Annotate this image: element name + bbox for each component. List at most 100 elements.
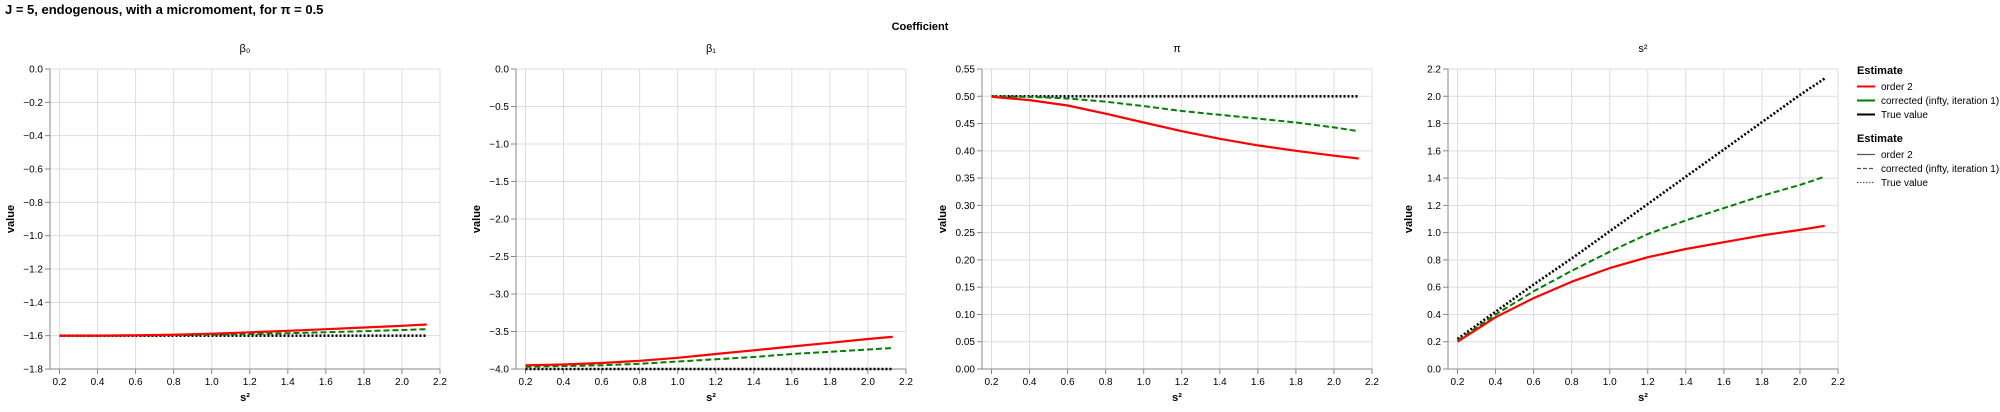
x-tick-label: 1.8 [357, 377, 371, 388]
series-line-order-2 [525, 335, 893, 367]
y-tick-label: 0.0 [1427, 365, 1441, 376]
panel-title: π [1173, 43, 1181, 55]
y-axis-title: value [1403, 205, 1415, 233]
y-tick-label: 0.15 [956, 283, 976, 294]
y-tick-label: 0.0 [29, 65, 43, 76]
x-tick-label: 0.8 [1565, 377, 1579, 388]
y-tick-label: 1.0 [1427, 228, 1441, 239]
y-tick-label: 1.4 [1427, 174, 1441, 185]
y-tick-label: 0.25 [956, 228, 976, 239]
chart-title: J = 5, endogenous, with a micromoment, f… [5, 2, 324, 17]
series-line-corrected-infty-iteration-1 [525, 347, 893, 368]
x-tick-label: 0.8 [1099, 377, 1113, 388]
y-tick-label: 0.00 [956, 365, 976, 376]
y-tick-label: 0.8 [1427, 255, 1441, 266]
y-tick-label: 0.40 [956, 146, 976, 157]
series-line-corrected-infty-iteration-1 [1456, 175, 1826, 342]
panel-title: β₀ [240, 43, 251, 55]
x-tick-label: 0.2 [985, 377, 999, 388]
x-tick-label: 2.0 [861, 377, 875, 388]
y-tick-label: −1.0 [489, 140, 509, 151]
facet-header: Coefficient [891, 21, 949, 33]
x-axis-title: s² [706, 392, 716, 404]
x-tick-label: 0.6 [595, 377, 609, 388]
x-tick-label: 0.8 [167, 377, 181, 388]
legend-label: order 2 [1881, 150, 1913, 161]
y-tick-label: 1.2 [1427, 201, 1441, 212]
x-tick-label: 2.2 [433, 377, 447, 388]
y-tick-label: −1.8 [23, 365, 43, 376]
x-tick-label: 0.6 [129, 377, 143, 388]
y-tick-label: 0.2 [1427, 337, 1441, 348]
x-tick-label: 1.8 [1289, 377, 1303, 388]
y-tick-label: 1.6 [1427, 146, 1441, 157]
y-axis-title: value [937, 205, 949, 233]
x-tick-label: 1.4 [1213, 377, 1227, 388]
x-tick-label: 1.0 [205, 377, 219, 388]
legend-color: Estimate order 2 corrected (infty, iterati… [1857, 65, 1999, 121]
y-tick-label: −0.4 [23, 131, 43, 142]
y-tick-label: 0.35 [956, 174, 976, 185]
series-line-order-2 [59, 323, 427, 337]
legend-label: order 2 [1881, 82, 1913, 93]
panel-4: 0.2 0.4 0.6 0.8 1.0 1.2 1.4 1.6 1.8 2.0 2.2 2.2 2.0 1… [1403, 43, 1845, 404]
y-tick-label: 0.10 [956, 310, 976, 321]
y-tick-label: 0.05 [956, 337, 976, 348]
x-tick-label: 2.2 [1831, 377, 1845, 388]
y-tick-label: 2.0 [1427, 92, 1441, 103]
panel-3: 0.2 0.4 0.6 0.8 1.0 1.2 1.4 1.6 1.8 2.0 2.2 0.55 0.5… [937, 43, 1379, 404]
x-tick-label: 1.6 [785, 377, 799, 388]
x-tick-label: 1.8 [823, 377, 837, 388]
y-tick-label: −1.4 [23, 298, 43, 309]
x-tick-label: 0.2 [519, 377, 533, 388]
y-axis-title: value [471, 205, 483, 233]
x-tick-label: 0.6 [1527, 377, 1541, 388]
x-tick-label: 1.6 [1717, 377, 1731, 388]
y-tick-label: 0.4 [1427, 310, 1441, 321]
x-tick-label: 1.6 [1251, 377, 1265, 388]
y-tick-label: −1.6 [23, 331, 43, 342]
y-tick-label: −0.5 [489, 102, 509, 113]
x-tick-label: 0.4 [91, 377, 105, 388]
x-tick-label: 0.2 [53, 377, 67, 388]
x-tick-label: 1.2 [243, 377, 257, 388]
y-tick-label: −0.8 [23, 198, 43, 209]
x-tick-label: 1.2 [1641, 377, 1655, 388]
series-line-true-value [1456, 77, 1826, 341]
y-tick-label: 2.2 [1427, 65, 1441, 76]
legend-dash: Estimate order 2 corrected (infty, iterati… [1857, 133, 1999, 189]
y-tick-label: 1.8 [1427, 119, 1441, 130]
x-tick-label: 0.4 [1023, 377, 1037, 388]
y-tick-label: −3.5 [489, 327, 509, 338]
x-tick-label: 0.6 [1061, 377, 1075, 388]
y-tick-label: −3.0 [489, 290, 509, 301]
x-axis-title: s² [1172, 392, 1182, 404]
x-tick-label: 1.0 [1603, 377, 1617, 388]
y-tick-label: −1.0 [23, 231, 43, 242]
y-tick-label: −0.2 [23, 98, 43, 109]
y-tick-label: 0.55 [956, 65, 976, 76]
x-tick-label: 2.2 [1365, 377, 1379, 388]
x-tick-label: 1.0 [1137, 377, 1151, 388]
panel-1: 0.2 0.4 0.6 0.8 1.0 1.2 1.4 1.6 1.8 2.0 2.2 0.0 −0.2… [5, 43, 447, 404]
legend-title: Estimate [1857, 65, 1903, 77]
x-tick-label: 2.2 [899, 377, 913, 388]
legend-label: corrected (infty, iteration 1) [1881, 96, 1999, 107]
y-tick-label: 0.50 [956, 92, 976, 103]
y-tick-label: −0.6 [23, 165, 43, 176]
y-tick-label: −2.5 [489, 252, 509, 263]
x-tick-label: 1.2 [709, 377, 723, 388]
x-axis-title: s² [240, 392, 250, 404]
x-tick-label: 1.0 [671, 377, 685, 388]
x-tick-label: 2.0 [1327, 377, 1341, 388]
x-tick-label: 0.8 [633, 377, 647, 388]
x-tick-label: 1.2 [1175, 377, 1189, 388]
y-tick-label: 0.0 [495, 65, 509, 76]
x-tick-label: 0.4 [557, 377, 571, 388]
x-tick-label: 0.2 [1451, 377, 1465, 388]
legend-label: True value [1881, 110, 1928, 121]
legend-title: Estimate [1857, 133, 1903, 145]
y-tick-label: 0.45 [956, 119, 976, 130]
x-tick-label: 1.4 [281, 377, 295, 388]
